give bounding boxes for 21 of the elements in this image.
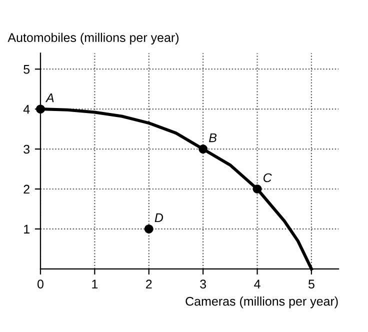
y-tick-label: 5 — [24, 65, 30, 74]
annotation: B — [209, 133, 217, 142]
point — [252, 184, 262, 194]
annotation: A — [45, 94, 54, 102]
y-tick-label: 3 — [24, 144, 30, 154]
annotation: D — [154, 213, 164, 222]
x-tick-label: 1 — [92, 280, 98, 288]
x-tick-label: 2 — [146, 280, 152, 288]
y-tick-label: 4 — [23, 105, 30, 114]
annotation: C — [264, 173, 272, 182]
x-tick-label: 5 — [308, 280, 314, 289]
point — [198, 144, 208, 154]
y-axis-title: Automobiles (millions per year) — [8, 32, 179, 44]
point — [144, 224, 154, 234]
y-tick-label: 1 — [24, 224, 30, 234]
y-tick-label: 2 — [24, 184, 30, 194]
point — [36, 104, 45, 114]
x-tick-label: 3 — [200, 280, 206, 289]
x-tick-label: 0 — [37, 280, 44, 289]
x-axis-title: Cameras (millions per year) — [186, 296, 338, 308]
x-tick-label: 4 — [254, 280, 260, 288]
